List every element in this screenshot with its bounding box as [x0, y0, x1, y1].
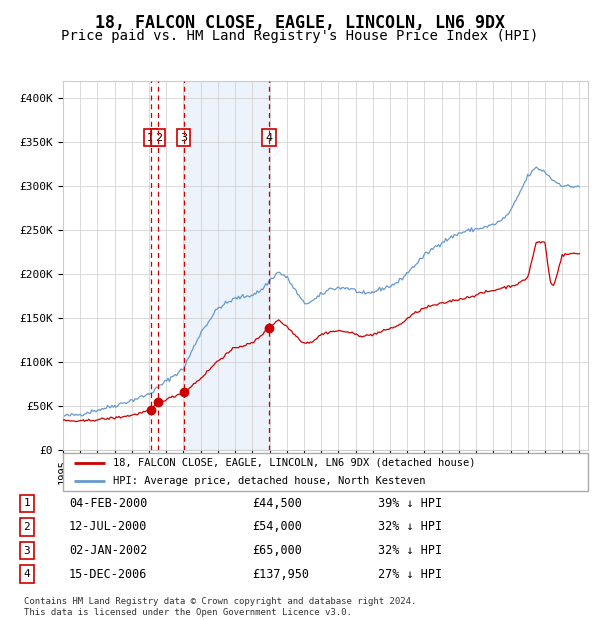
- Text: Price paid vs. HM Land Registry's House Price Index (HPI): Price paid vs. HM Land Registry's House …: [61, 29, 539, 43]
- Text: 15-DEC-2006: 15-DEC-2006: [69, 568, 148, 580]
- Text: 3: 3: [180, 133, 187, 143]
- Text: 18, FALCON CLOSE, EAGLE, LINCOLN, LN6 9DX (detached house): 18, FALCON CLOSE, EAGLE, LINCOLN, LN6 9D…: [113, 458, 475, 468]
- Text: £137,950: £137,950: [252, 568, 309, 580]
- Text: 12-JUL-2000: 12-JUL-2000: [69, 521, 148, 533]
- Text: 4: 4: [23, 569, 31, 579]
- Text: 3: 3: [23, 546, 31, 556]
- Text: 27% ↓ HPI: 27% ↓ HPI: [378, 568, 442, 580]
- Text: £54,000: £54,000: [252, 521, 302, 533]
- Text: 2: 2: [23, 522, 31, 532]
- Text: 32% ↓ HPI: 32% ↓ HPI: [378, 521, 442, 533]
- Text: 04-FEB-2000: 04-FEB-2000: [69, 497, 148, 510]
- Text: 02-JAN-2002: 02-JAN-2002: [69, 544, 148, 557]
- Text: 32% ↓ HPI: 32% ↓ HPI: [378, 544, 442, 557]
- Text: 2: 2: [155, 133, 162, 143]
- Text: 1: 1: [23, 498, 31, 508]
- Text: 1: 1: [147, 133, 154, 143]
- Text: £65,000: £65,000: [252, 544, 302, 557]
- Text: 18, FALCON CLOSE, EAGLE, LINCOLN, LN6 9DX: 18, FALCON CLOSE, EAGLE, LINCOLN, LN6 9D…: [95, 14, 505, 32]
- Text: 4: 4: [265, 133, 272, 143]
- FancyBboxPatch shape: [63, 453, 588, 491]
- Text: Contains HM Land Registry data © Crown copyright and database right 2024.
This d: Contains HM Land Registry data © Crown c…: [24, 598, 416, 617]
- Text: 39% ↓ HPI: 39% ↓ HPI: [378, 497, 442, 510]
- Bar: [184, 81, 269, 450]
- Text: £44,500: £44,500: [252, 497, 302, 510]
- Text: HPI: Average price, detached house, North Kesteven: HPI: Average price, detached house, Nort…: [113, 476, 425, 487]
